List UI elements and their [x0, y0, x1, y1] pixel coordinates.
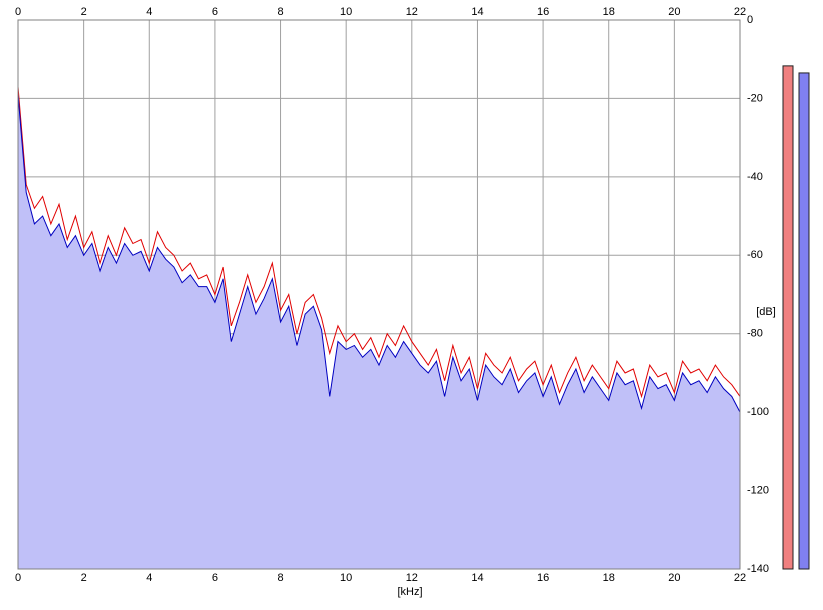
x-tick-label-top: 2 — [81, 6, 87, 18]
x-tick-label: 14 — [471, 572, 483, 584]
x-axis-label: [kHz] — [397, 586, 422, 598]
y-axis-label: [dB] — [756, 306, 776, 318]
x-tick-label-top: 0 — [15, 6, 21, 18]
x-tick-label: 4 — [146, 572, 152, 584]
x-tick-label-top: 8 — [277, 6, 283, 18]
x-tick-label: 0 — [15, 572, 21, 584]
y-tick-label: -80 — [747, 328, 763, 340]
x-tick-label: 16 — [537, 572, 549, 584]
y-tick-label: -100 — [747, 406, 769, 418]
y-tick-label: -20 — [747, 92, 763, 104]
x-tick-label-top: 4 — [146, 6, 152, 18]
level-meter — [782, 65, 794, 570]
y-tick-label: -140 — [747, 563, 769, 575]
x-tick-label: 10 — [340, 572, 352, 584]
x-tick-label-top: 10 — [340, 6, 352, 18]
spectrum-line — [17, 86, 741, 399]
x-tick-label: 18 — [603, 572, 615, 584]
x-tick-label-top: 22 — [734, 6, 746, 18]
x-tick-label-top: 6 — [212, 6, 218, 18]
plot: 002244668810101212141416161818202022220-… — [15, 6, 769, 584]
x-tick-label: 6 — [212, 572, 218, 584]
x-tick-label: 2 — [81, 572, 87, 584]
spectrum-area — [18, 94, 740, 569]
level-meter — [798, 72, 810, 570]
x-tick-label-top: 14 — [471, 6, 483, 18]
y-tick-label: -120 — [747, 484, 769, 496]
plot-frame — [17, 19, 741, 570]
y-tick-label: 0 — [747, 14, 753, 26]
y-tick-label: -40 — [747, 171, 763, 183]
x-tick-label-top: 20 — [668, 6, 680, 18]
x-tick-label: 22 — [734, 572, 746, 584]
x-tick-label-top: 12 — [406, 6, 418, 18]
x-tick-label: 8 — [277, 572, 283, 584]
y-tick-label: -60 — [747, 249, 763, 261]
x-tick-label-top: 18 — [603, 6, 615, 18]
x-tick-label: 12 — [406, 572, 418, 584]
x-tick-label: 20 — [668, 572, 680, 584]
spectrum-line — [17, 94, 741, 413]
x-tick-label-top: 16 — [537, 6, 549, 18]
